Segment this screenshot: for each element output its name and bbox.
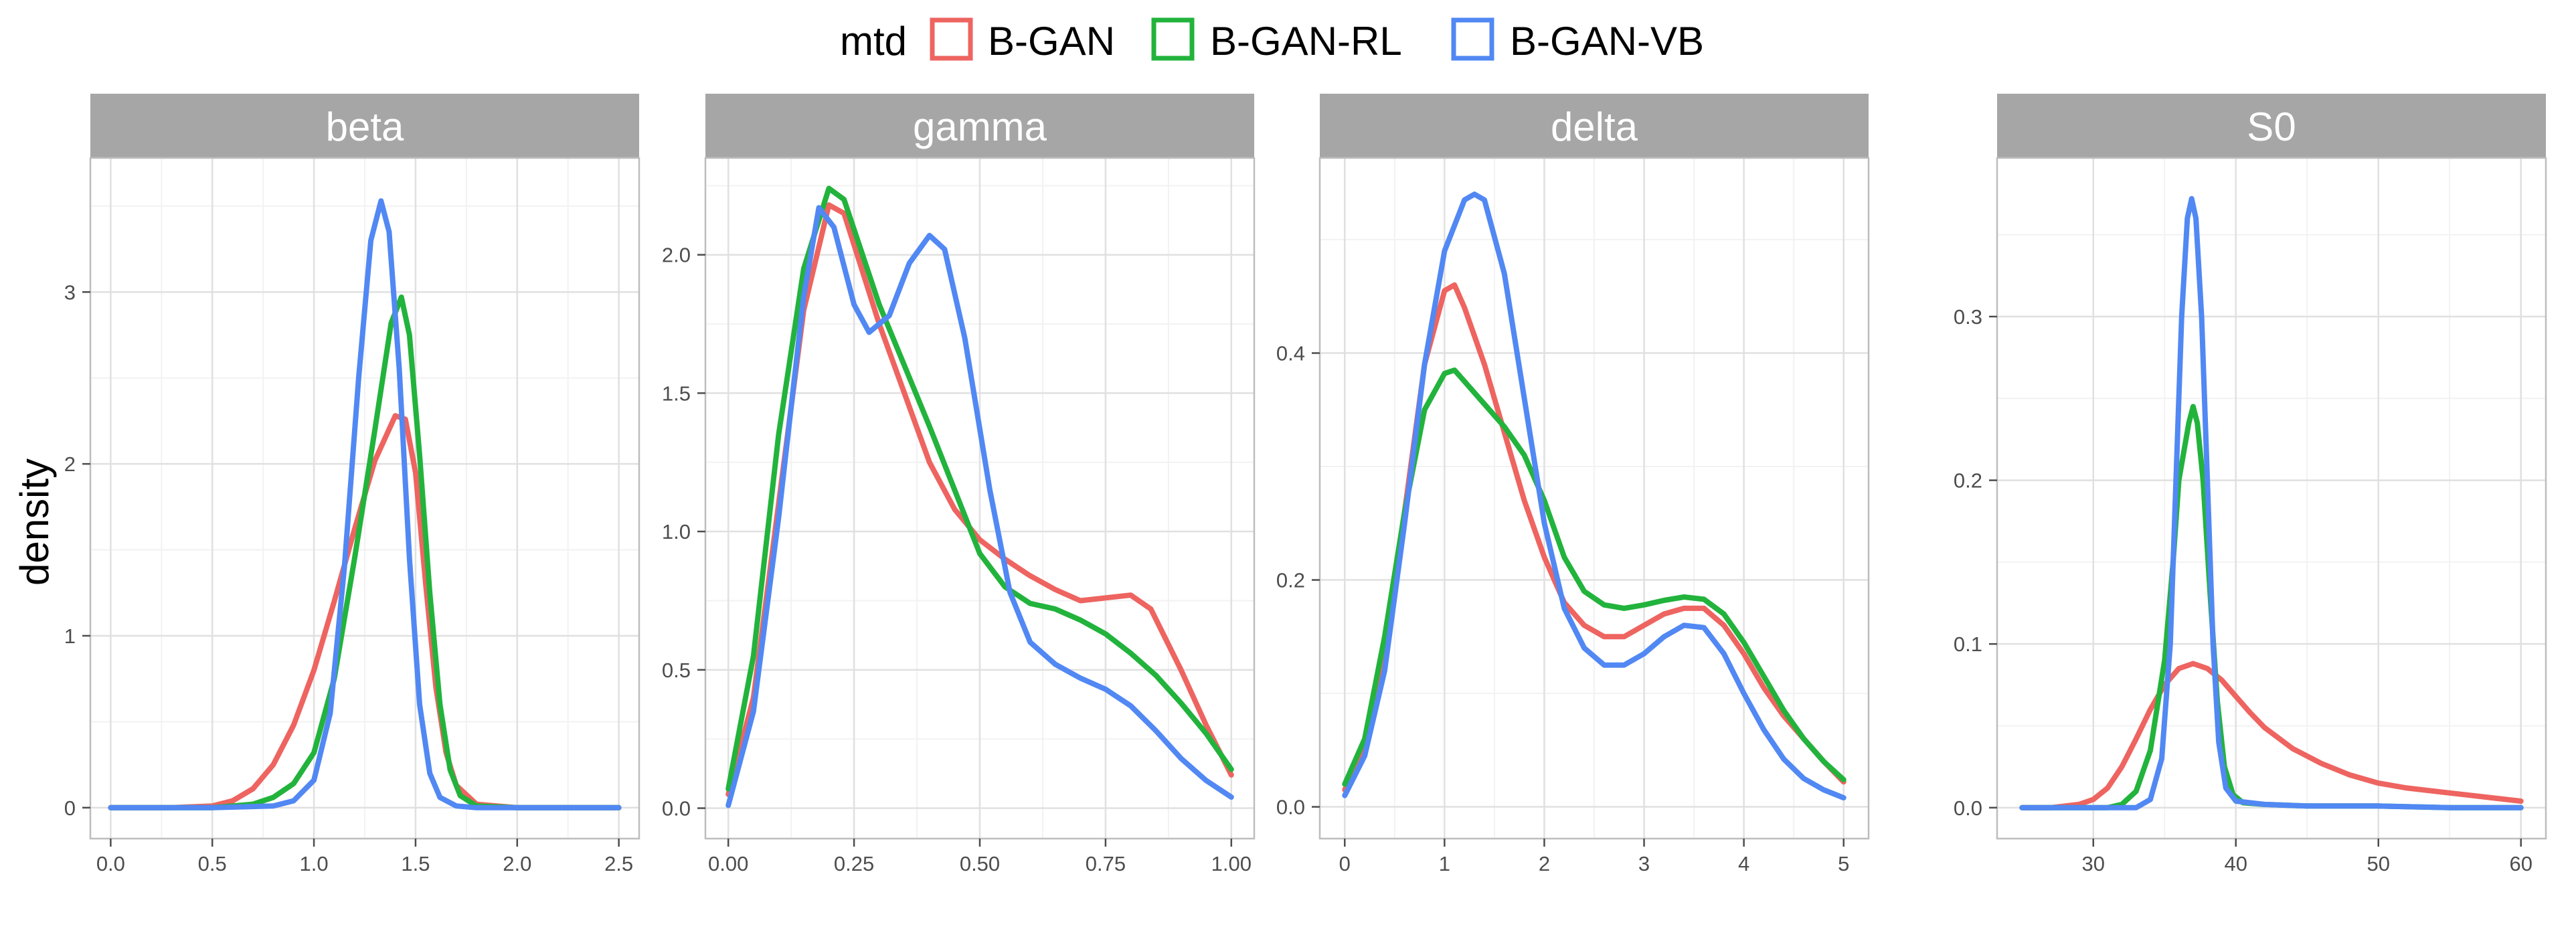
legend-key-b-gan	[930, 17, 973, 61]
x-tick-label: 1.00	[1211, 852, 1252, 875]
x-tick-label: 2	[1539, 852, 1550, 875]
legend-entry-b-gan-rl: B-GAN-RL	[1151, 17, 1402, 64]
panel-gamma: gamma 0.00 0.25 0.50 0.75 1.00 0.0 0.5 1.0 1.5 2.0	[662, 94, 1256, 875]
x-tick-label: 40	[2225, 852, 2247, 875]
y-tick-label: 2	[64, 452, 76, 476]
strip-title-gamma: gamma	[913, 104, 1047, 149]
x-tick-label: 0.50	[960, 852, 1000, 875]
y-tick-label: 0	[64, 796, 76, 820]
x-tick-label: 0.00	[708, 852, 748, 875]
y-axis-title: density	[12, 458, 57, 586]
x-tick-label: 0.25	[834, 852, 874, 875]
panel-border-s0	[1996, 157, 2547, 840]
x-tick-label: 0.75	[1086, 852, 1126, 875]
strip-title-s0: S0	[2247, 104, 2296, 149]
x-tick-label: 1	[1439, 852, 1450, 875]
legend-label-b-gan: B-GAN	[988, 19, 1115, 64]
y-tick-label: 0.0	[1276, 796, 1305, 819]
strip-s0	[1997, 94, 2546, 158]
strip-beta	[90, 94, 639, 158]
panel-border-beta	[89, 157, 640, 840]
x-tick-label: 0.0	[96, 852, 125, 875]
density-line-b-gan-vb	[725, 205, 1234, 808]
panel-beta: beta 0.0 0.5 1.0 1.5 2.0 2.5 0 1 2 3	[64, 94, 640, 875]
x-tick-label: 3	[1638, 852, 1650, 875]
density-line-b-gan-rl	[1342, 367, 1847, 787]
legend-entry-b-gan: B-GAN	[930, 17, 1115, 64]
strip-delta	[1320, 94, 1869, 158]
y-tick-label: 1	[64, 624, 76, 648]
y-tick-label: 0.2	[1954, 469, 1982, 493]
panel-border-delta	[1318, 157, 1870, 840]
x-tick-label: 0.5	[198, 852, 227, 875]
x-tick-label: 1.5	[401, 852, 430, 875]
x-tick-label: 50	[2367, 852, 2389, 875]
y-tick-label: 3	[64, 280, 76, 304]
legend-key-b-gan-rl	[1151, 17, 1195, 61]
x-tick-label: 60	[2509, 852, 2532, 875]
x-tick-label: 30	[2082, 852, 2105, 875]
x-tick-label: 1.0	[300, 852, 329, 875]
density-line-b-gan-vb	[108, 198, 622, 810]
y-tick-label: 0.5	[662, 659, 691, 682]
y-tick-label: 2.0	[662, 244, 691, 267]
legend-entry-b-gan-vb: B-GAN-VB	[1451, 17, 1704, 64]
density-line-b-gan-vb	[1342, 191, 1847, 800]
strip-title-delta: delta	[1551, 104, 1638, 149]
strip-title-beta: beta	[326, 104, 404, 149]
x-tick-label: 2.0	[503, 852, 531, 875]
x-tick-label: 2.5	[604, 852, 633, 875]
strip-gamma	[705, 94, 1254, 158]
x-tick-label: 0	[1339, 852, 1351, 875]
x-tick-label: 4	[1738, 852, 1749, 875]
y-tick-label: 0.4	[1276, 342, 1305, 365]
y-tick-label: 0.0	[662, 797, 691, 821]
y-tick-label: 0.3	[1954, 305, 1982, 329]
y-tick-label: 0.0	[1954, 796, 1982, 820]
legend: mtd B-GAN B-GAN-RL B-GAN-VB	[840, 17, 1704, 64]
panel-s0: S0 30 40 50 60 0.0 0.1 0.2 0.3	[1954, 94, 2547, 875]
x-tick-label: 5	[1838, 852, 1849, 875]
density-line-b-gan-vb	[2019, 195, 2524, 810]
legend-label-b-gan-vb: B-GAN-VB	[1510, 19, 1704, 64]
density-line-b-gan	[725, 202, 1234, 797]
legend-label-b-gan-rl: B-GAN-RL	[1210, 19, 1402, 64]
panel-delta: delta 0 1 2 3 4 5 0.0 0.2 0.4	[1276, 94, 1870, 875]
legend-title: mtd	[840, 19, 907, 64]
y-tick-label: 1.5	[662, 381, 691, 405]
legend-key-b-gan-vb	[1451, 17, 1494, 61]
y-tick-label: 0.2	[1276, 569, 1305, 592]
y-tick-label: 0.1	[1954, 632, 1982, 656]
y-tick-label: 1.0	[662, 520, 691, 543]
